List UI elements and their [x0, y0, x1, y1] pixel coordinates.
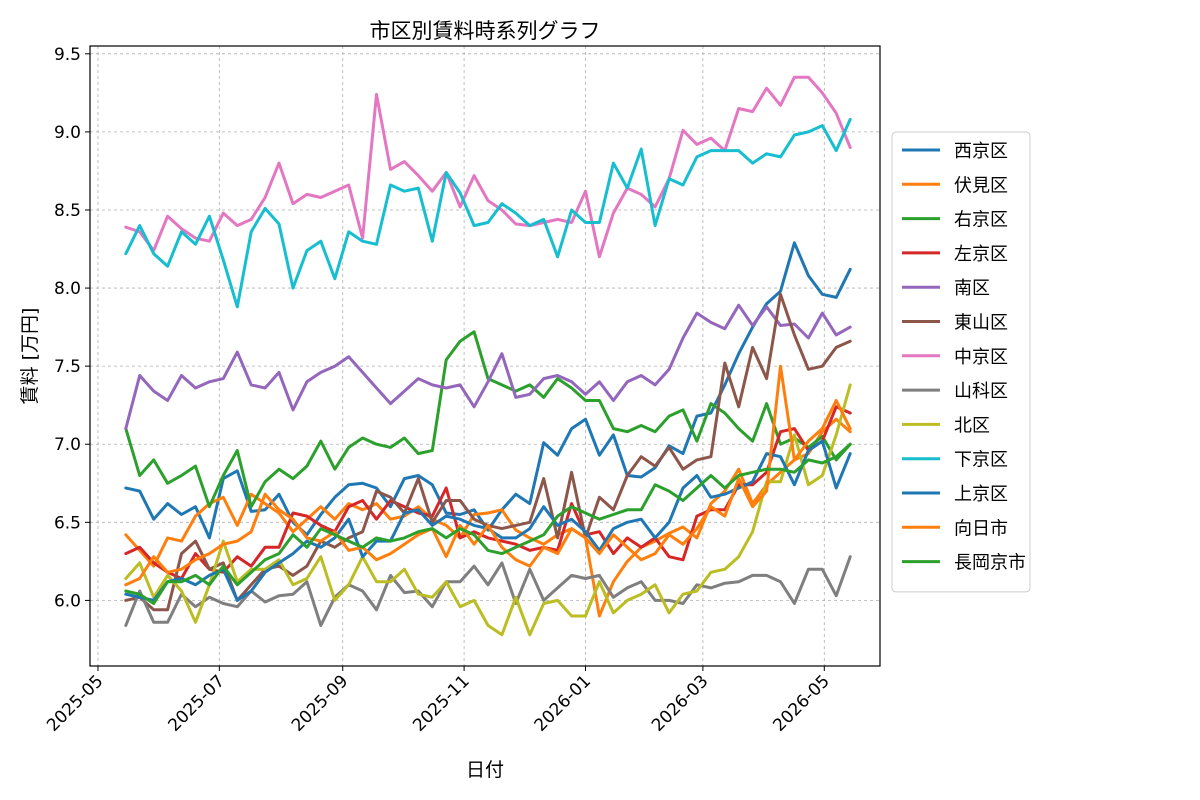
series-line-6: [124, 75, 852, 259]
grid: [90, 46, 880, 666]
legend-box: [891, 131, 1031, 593]
series-line-4: [124, 303, 852, 431]
legend-label: 西京区: [954, 141, 1008, 162]
y-axis-ticks: 6.0 6.5 7.0 7.5 8.0 8.5 9.0 9.5: [54, 45, 90, 611]
x-tick-label: 2026-03: [648, 671, 712, 735]
x-tick-label: 2025-11: [409, 671, 473, 735]
y-tick-label: 9.5: [54, 45, 81, 65]
legend-label: 南区: [954, 278, 990, 299]
y-tick-label: 8.0: [54, 279, 81, 299]
legend-label: 東山区: [954, 313, 1008, 334]
legend-label: 山科区: [954, 381, 1008, 402]
x-tick-label: 2026-01: [531, 671, 595, 735]
x-tick-label: 2025-09: [288, 671, 352, 735]
x-axis-ticks: 2025-05 2025-07 2025-09 2025-11 2026-01 2026-…: [43, 666, 834, 736]
series-line-5: [124, 292, 852, 612]
y-tick-label: 8.5: [54, 201, 81, 221]
legend-label: 長岡京市: [954, 553, 1026, 574]
series-line-12: [124, 442, 852, 605]
series-line-7: [124, 555, 852, 627]
series-line-1: [124, 417, 852, 618]
y-tick-label: 7.0: [54, 435, 81, 455]
series-line-9: [124, 117, 852, 309]
y-axis-label: 賃料 [万円]: [19, 308, 41, 405]
legend-label: 伏見区: [954, 175, 1008, 196]
legend-label: 中京区: [954, 347, 1008, 368]
series-line-8: [124, 383, 852, 637]
series-lines: [124, 75, 852, 637]
legend-label: 北区: [954, 415, 990, 436]
legend-label: 左京区: [954, 244, 1008, 265]
x-axis-label: 日付: [466, 759, 504, 781]
legend-label: 向日市: [954, 518, 1008, 539]
plot-frame: [89, 45, 881, 667]
series-line-10: [124, 439, 852, 602]
y-tick-label: 6.5: [54, 513, 81, 533]
x-tick-label: 2025-05: [43, 671, 107, 735]
chart-title: 市区別賃料時系列グラフ: [370, 19, 601, 43]
x-tick-label: 2025-07: [165, 671, 229, 735]
x-tick-label: 2026-05: [769, 671, 833, 735]
y-tick-label: 6.0: [54, 591, 81, 611]
legend-label: 右京区: [954, 210, 1008, 231]
legend-label: 下京区: [954, 450, 1008, 471]
y-tick-label: 9.0: [54, 123, 81, 143]
legend-label: 上京区: [954, 484, 1008, 505]
series-line-11: [124, 364, 852, 587]
y-tick-label: 7.5: [54, 357, 81, 377]
